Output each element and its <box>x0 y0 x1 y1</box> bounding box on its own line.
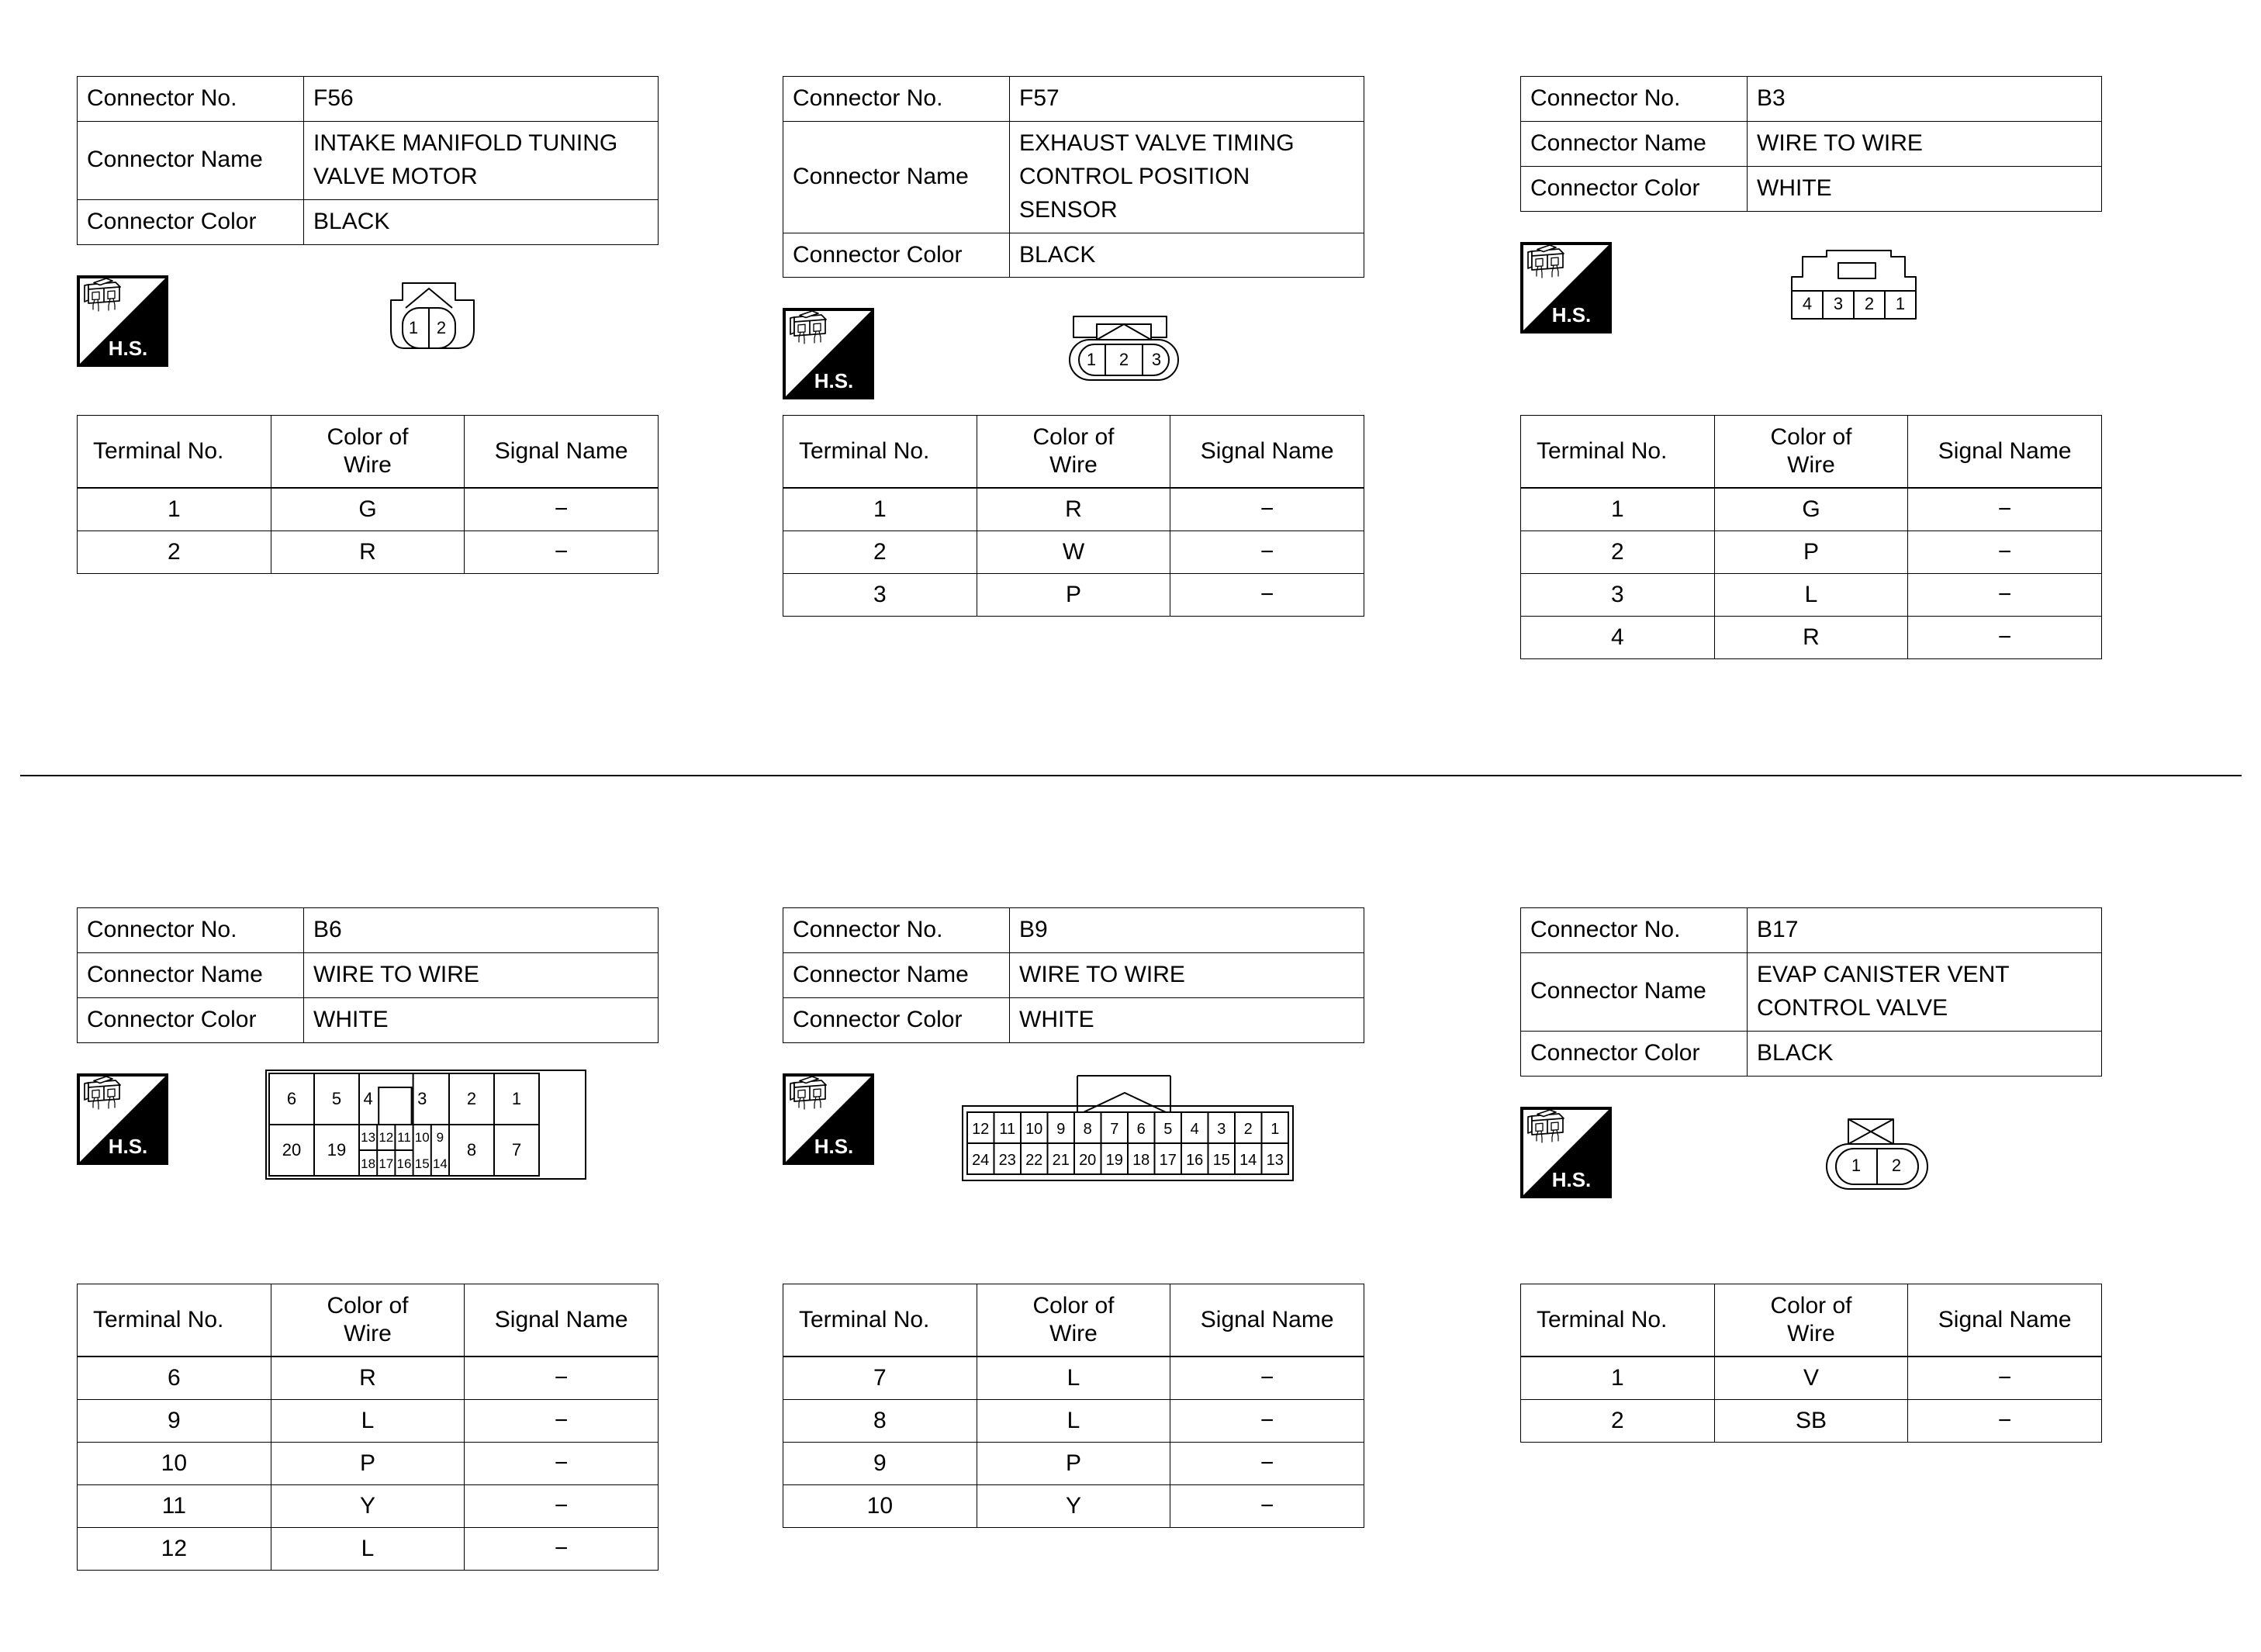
svg-text:11: 11 <box>999 1121 1015 1138</box>
svg-text:21: 21 <box>1053 1152 1070 1169</box>
svg-text:H.S.: H.S. <box>1552 1168 1592 1191</box>
svg-text:5: 5 <box>1163 1121 1172 1138</box>
svg-text:2: 2 <box>1892 1156 1901 1175</box>
svg-text:16: 16 <box>397 1156 412 1171</box>
svg-text:10: 10 <box>415 1130 430 1145</box>
svg-text:1: 1 <box>512 1089 521 1108</box>
svg-text:18: 18 <box>361 1156 375 1171</box>
svg-text:1: 1 <box>1087 350 1096 369</box>
svg-text:20: 20 <box>282 1140 301 1160</box>
svg-text:11: 11 <box>397 1130 411 1145</box>
svg-text:2: 2 <box>467 1089 476 1108</box>
svg-text:1: 1 <box>1896 294 1905 313</box>
svg-text:22: 22 <box>1025 1152 1042 1169</box>
svg-text:4: 4 <box>363 1089 372 1108</box>
svg-text:16: 16 <box>1186 1152 1203 1169</box>
svg-text:8: 8 <box>1084 1121 1092 1138</box>
svg-text:H.S.: H.S. <box>109 1135 148 1158</box>
svg-text:23: 23 <box>999 1152 1016 1169</box>
svg-text:4: 4 <box>1191 1121 1199 1138</box>
svg-text:8: 8 <box>467 1140 476 1160</box>
svg-text:2: 2 <box>437 318 446 337</box>
svg-text:3: 3 <box>1834 294 1843 313</box>
svg-text:1: 1 <box>1851 1156 1861 1175</box>
svg-text:17: 17 <box>1160 1152 1177 1169</box>
svg-text:6: 6 <box>1137 1121 1146 1138</box>
svg-text:10: 10 <box>1025 1121 1042 1138</box>
svg-text:3: 3 <box>1152 350 1161 369</box>
svg-text:15: 15 <box>1213 1152 1230 1169</box>
svg-text:7: 7 <box>512 1140 521 1160</box>
svg-text:6: 6 <box>287 1089 296 1108</box>
svg-text:2: 2 <box>1244 1121 1253 1138</box>
svg-text:19: 19 <box>1106 1152 1123 1169</box>
svg-text:20: 20 <box>1079 1152 1096 1169</box>
svg-text:13: 13 <box>361 1130 375 1145</box>
svg-text:24: 24 <box>972 1152 989 1169</box>
svg-text:9: 9 <box>437 1130 444 1145</box>
svg-text:H.S.: H.S. <box>109 337 148 360</box>
svg-text:14: 14 <box>433 1156 448 1171</box>
svg-text:5: 5 <box>332 1089 341 1108</box>
svg-text:9: 9 <box>1056 1121 1065 1138</box>
svg-text:14: 14 <box>1239 1152 1257 1169</box>
svg-text:H.S.: H.S. <box>814 1135 854 1158</box>
svg-text:7: 7 <box>1110 1121 1118 1138</box>
svg-text:12: 12 <box>972 1121 989 1138</box>
svg-text:H.S.: H.S. <box>1552 303 1592 327</box>
svg-text:H.S.: H.S. <box>814 369 854 392</box>
svg-text:3: 3 <box>417 1089 427 1108</box>
svg-text:19: 19 <box>327 1140 346 1160</box>
svg-text:2: 2 <box>1865 294 1874 313</box>
svg-text:4: 4 <box>1803 294 1812 313</box>
svg-text:12: 12 <box>379 1130 393 1145</box>
svg-text:1: 1 <box>1271 1121 1279 1138</box>
svg-text:18: 18 <box>1132 1152 1150 1169</box>
svg-text:2: 2 <box>1119 350 1129 369</box>
svg-text:1: 1 <box>409 318 418 337</box>
svg-text:15: 15 <box>415 1156 430 1171</box>
svg-text:13: 13 <box>1267 1152 1284 1169</box>
svg-text:3: 3 <box>1217 1121 1226 1138</box>
svg-text:17: 17 <box>379 1156 393 1171</box>
